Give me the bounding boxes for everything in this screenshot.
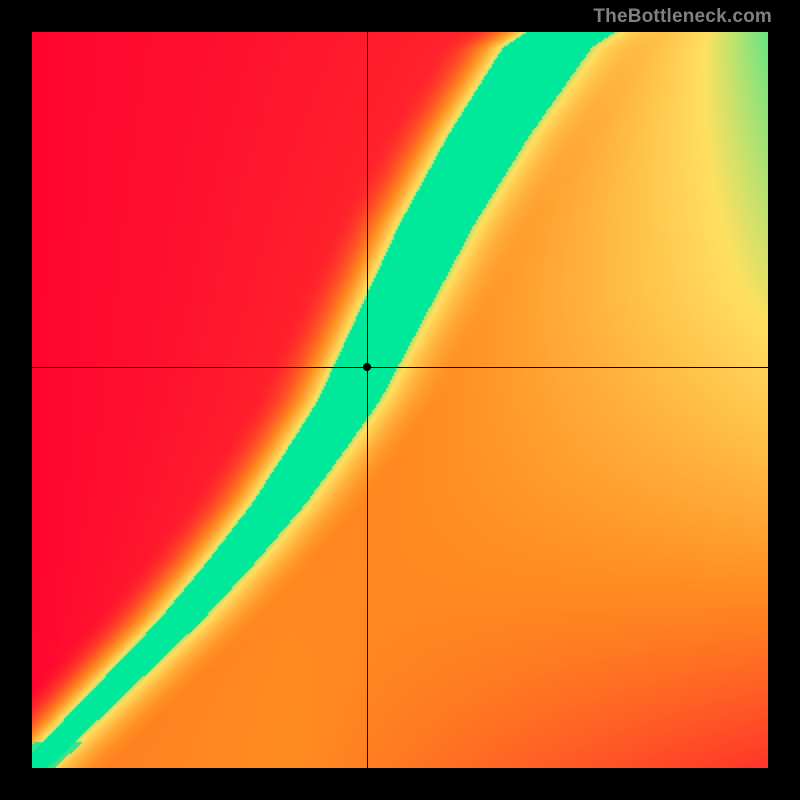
watermark-label: TheBottleneck.com	[593, 6, 772, 28]
heatmap-plot	[32, 32, 768, 768]
crosshair-marker	[363, 363, 371, 371]
crosshair-horizontal	[32, 367, 768, 368]
crosshair-vertical	[367, 32, 368, 768]
heatmap-canvas	[32, 32, 768, 768]
